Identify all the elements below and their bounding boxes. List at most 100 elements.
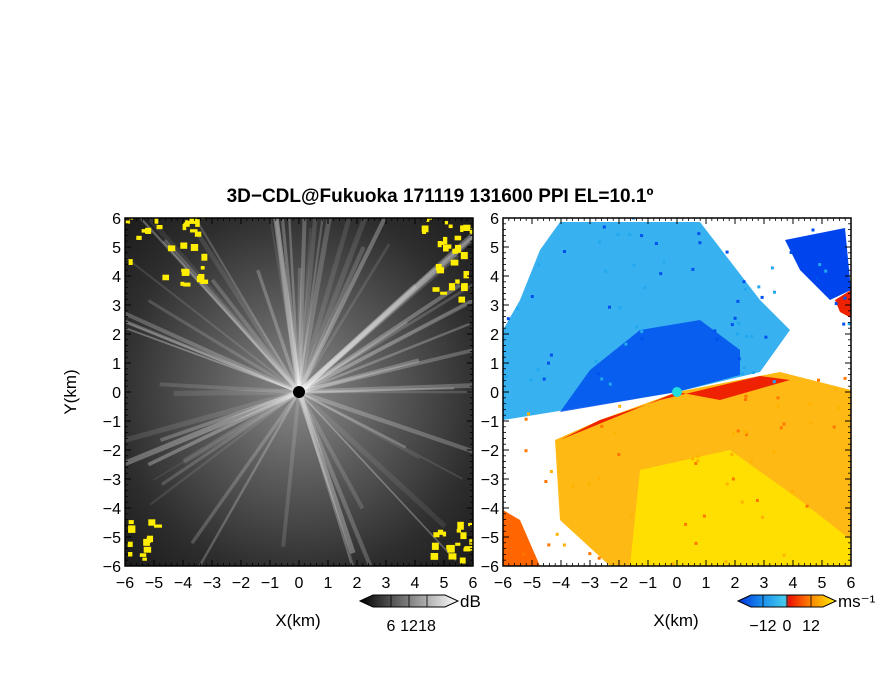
- velocity-speckle-cell: [834, 302, 838, 306]
- velocity-speckle-cell: [824, 269, 828, 273]
- velocity-speckle-cell: [755, 499, 759, 502]
- strong-echo-cell: [162, 274, 170, 281]
- reflectivity-streak: [256, 269, 301, 393]
- velocity-speckle-cell: [612, 187, 615, 190]
- y-tick-label: 6: [490, 211, 499, 228]
- strong-echo-cell: [147, 535, 154, 543]
- reflectivity-streak: [298, 297, 473, 394]
- velocity-speckle-cell: [671, 562, 675, 566]
- velocity-speckle-cell: [643, 286, 647, 290]
- radar-location-marker: [293, 386, 305, 398]
- strong-echo-cell: [181, 269, 190, 276]
- velocity-speckle-cell: [506, 317, 510, 321]
- reflectivity-streak: [147, 299, 300, 394]
- velocity-speckle-cell: [563, 250, 566, 253]
- velocity-speckle-cell: [524, 417, 528, 421]
- velocity-speckle-cell: [808, 402, 812, 406]
- reflectivity-streak: [298, 358, 420, 394]
- strong-echo-cell: [432, 287, 440, 292]
- reflectivity-streak: [298, 298, 473, 394]
- strong-echo-cell: [128, 520, 134, 525]
- velocity-speckle-cell: [625, 206, 628, 209]
- velocity-speckle-cell: [740, 371, 744, 375]
- strong-echo-cell: [448, 283, 456, 291]
- reflectivity-streak: [193, 218, 300, 393]
- strong-echo-cell: [136, 235, 142, 240]
- velocity-speckle-cell: [751, 371, 755, 374]
- strong-echo-cell: [460, 225, 464, 233]
- strong-echo-cell: [142, 557, 147, 561]
- velocity-speckle-cell: [498, 352, 501, 355]
- x-tick-label: −4: [552, 575, 570, 592]
- reflectivity-streak: [296, 218, 332, 393]
- velocity-speckle-cell: [772, 450, 776, 454]
- reflectivity-streak: [298, 391, 463, 480]
- velocity-speckle-cell: [691, 267, 695, 271]
- velocity-speckle-cell: [640, 234, 644, 238]
- velocity-speckle-cell: [542, 377, 546, 381]
- velocity-speckle-cell: [587, 482, 591, 486]
- strong-echo-cell: [180, 242, 188, 249]
- strong-echo-cell: [437, 529, 444, 535]
- velocity-speckle-cell: [715, 337, 719, 341]
- velocity-speckle-cell: [691, 457, 695, 461]
- strong-echo-cell: [431, 542, 439, 550]
- strong-echo-cell: [175, 211, 182, 217]
- velocity-speckle-cell: [772, 380, 776, 384]
- velocity-speckle-cell: [745, 433, 748, 437]
- x-tick-label: 1: [324, 575, 333, 592]
- x-tick-label: 0: [673, 575, 682, 592]
- strong-echo-cell: [128, 552, 133, 557]
- x-tick-label: 2: [353, 575, 362, 592]
- velocity-receding-core: [560, 376, 790, 440]
- velocity-speckle-cell: [640, 337, 644, 341]
- velocity-speckle-cell: [549, 353, 553, 357]
- reflectivity-streak: [269, 218, 301, 393]
- velocity-speckle-cell: [764, 335, 768, 339]
- velocity-speckle-cell: [624, 342, 628, 346]
- velocity-speckle-cell: [737, 357, 741, 361]
- x-tick-label: 3: [382, 575, 391, 592]
- strong-echo-cell: [167, 245, 176, 252]
- velocity-speckle-cell: [632, 218, 636, 220]
- velocity-speckle-cell: [805, 504, 809, 508]
- y-tick-label: 0: [490, 385, 499, 402]
- strong-echo-cell: [189, 218, 197, 224]
- velocity-speckle-cell: [770, 266, 774, 270]
- x-tick-label: 2: [731, 575, 740, 592]
- strong-echo-cell: [469, 228, 473, 234]
- reflectivity-streak: [297, 267, 302, 393]
- y-tick-label: −3: [103, 472, 121, 489]
- velocity-speckle-cell: [608, 305, 611, 309]
- strong-echo-cell: [145, 227, 152, 234]
- velocity-speckle-cell: [744, 394, 748, 398]
- velocity-speckle-cell: [733, 316, 737, 320]
- strong-echo-cell: [421, 225, 429, 233]
- strong-echo-cell: [430, 553, 439, 560]
- velocity-speckle-cell: [736, 429, 740, 433]
- y-tick-label: 5: [490, 240, 499, 257]
- velocity-speckle-cell: [580, 211, 583, 214]
- reflectivity-streak: [297, 218, 324, 393]
- x-tick-label: −5: [145, 575, 163, 592]
- velocity-speckle-cell: [837, 406, 841, 410]
- strong-echo-cell: [141, 229, 149, 233]
- y-tick-label: 0: [112, 385, 121, 402]
- reflectivity-streak: [297, 228, 312, 393]
- velocity-speckle-cell: [597, 477, 601, 481]
- strong-echo-cell: [148, 519, 156, 526]
- strong-echo-cell: [139, 553, 147, 557]
- reflectivity-streak: [138, 218, 300, 393]
- velocity-colorbar-ticks: −12 0 12: [749, 595, 820, 635]
- velocity-speckle-cell: [613, 431, 617, 434]
- y-tick-label: −1: [481, 414, 499, 431]
- y-tick-label: −3: [481, 472, 499, 489]
- y-tick-label: −2: [481, 443, 499, 460]
- strong-echo-cell: [125, 220, 131, 224]
- velocity-speckle-cell: [817, 378, 820, 382]
- velocity-speckle-cell: [522, 552, 526, 556]
- strong-echo-cell: [463, 283, 468, 290]
- colorbar-tick-label: 12: [400, 618, 418, 635]
- velocity-speckle-cell: [547, 543, 551, 547]
- strong-echo-cell: [459, 557, 466, 564]
